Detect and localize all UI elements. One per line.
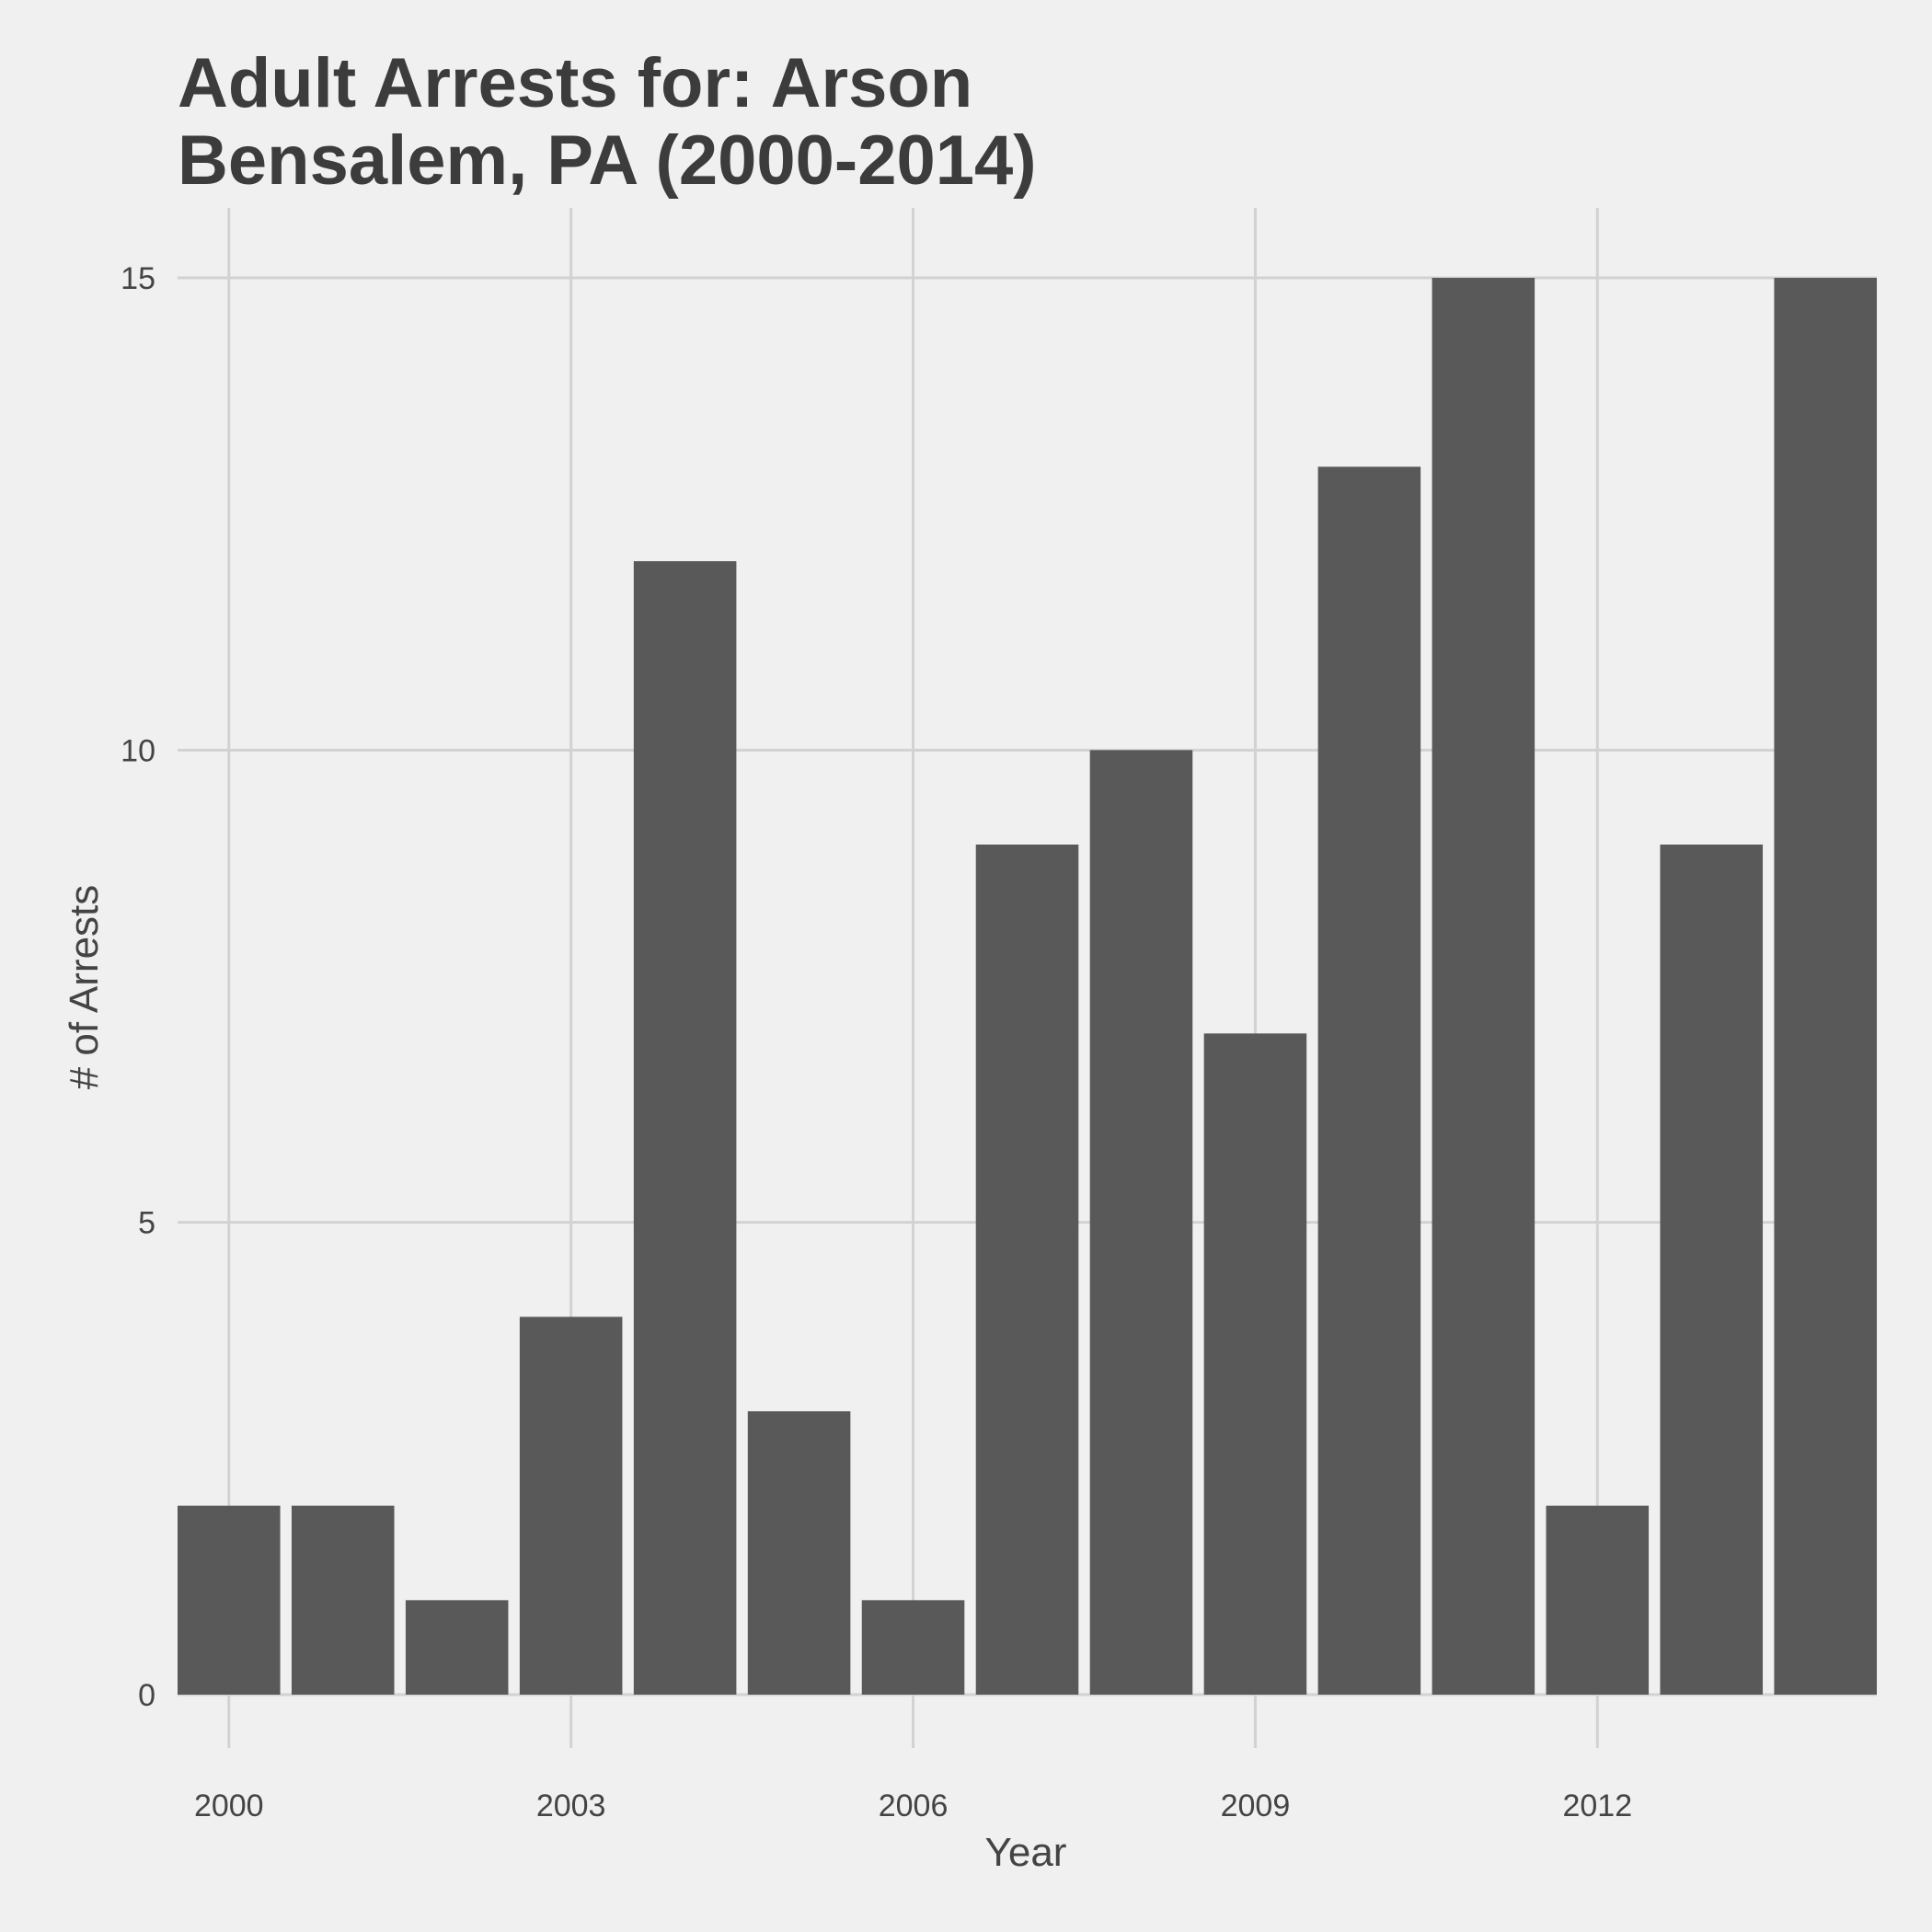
bar-2000 xyxy=(178,1505,281,1695)
bar-2010 xyxy=(1317,466,1421,1695)
bar-2009 xyxy=(1203,1033,1307,1695)
bar-2011 xyxy=(1432,278,1535,1695)
x-axis-ticks: 2000 2003 2006 2009 2012 xyxy=(194,1788,1632,1823)
bar-2007 xyxy=(975,845,1079,1695)
x-axis-title: Year xyxy=(985,1830,1067,1875)
bars xyxy=(178,278,1877,1696)
x-tick-label: 2000 xyxy=(194,1788,264,1823)
bar-2002 xyxy=(405,1600,509,1695)
bar-2012 xyxy=(1546,1505,1650,1695)
y-axis-title: # of Arrests xyxy=(62,885,107,1090)
x-tick-label: 2003 xyxy=(536,1788,606,1823)
bar-2003 xyxy=(519,1317,623,1695)
bar-2005 xyxy=(747,1411,851,1695)
bar-2013 xyxy=(1660,845,1764,1695)
bar-2006 xyxy=(861,1600,965,1695)
y-axis-ticks: 0 5 10 15 xyxy=(121,261,155,1713)
x-tick-label: 2012 xyxy=(1562,1788,1632,1823)
bar-2014 xyxy=(1774,278,1877,1695)
x-tick-label: 2009 xyxy=(1221,1788,1291,1823)
bar-2008 xyxy=(1089,750,1193,1696)
y-tick-label: 10 xyxy=(121,733,155,768)
chart-title: Adult Arrests for: Arson xyxy=(178,44,972,122)
x-tick-label: 2006 xyxy=(879,1788,949,1823)
y-tick-label: 0 xyxy=(138,1678,155,1713)
chart-subtitle: Bensalem, PA (2000-2014) xyxy=(178,121,1037,200)
y-tick-label: 5 xyxy=(138,1206,155,1241)
bar-2004 xyxy=(633,561,737,1695)
y-tick-label: 15 xyxy=(121,261,155,296)
bar-2001 xyxy=(291,1505,395,1695)
